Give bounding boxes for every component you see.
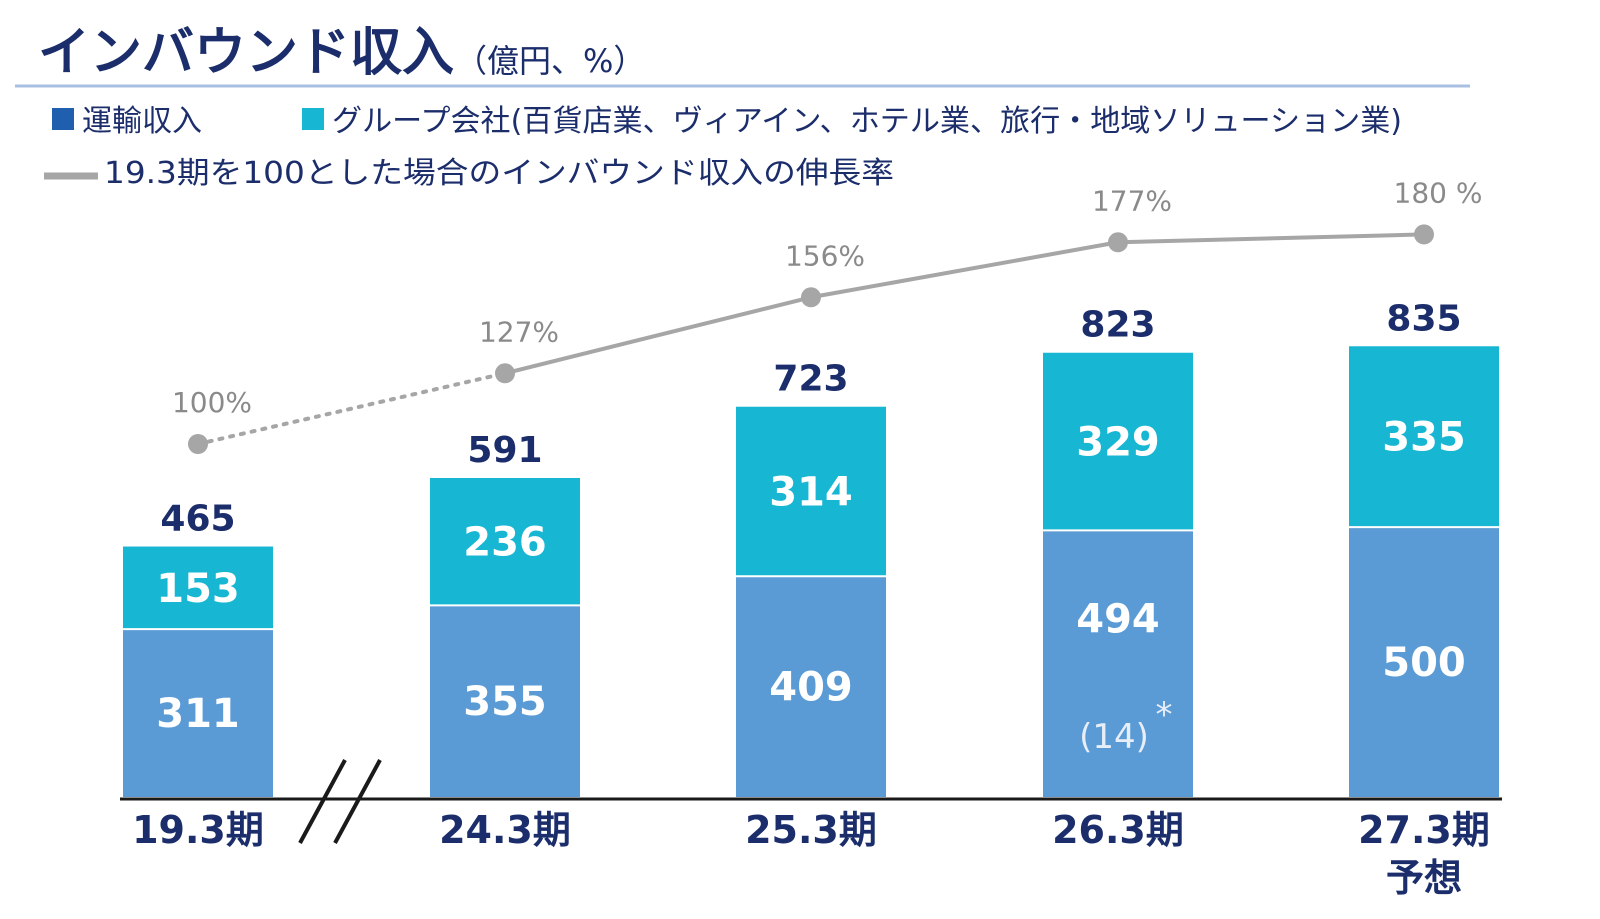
chart-title: インバウンド収入 [38,23,454,83]
data-label-group-0: 153 [156,566,240,612]
legend-swatch-group [302,108,324,130]
growth-label-3: 177% [1092,184,1172,217]
data-label-group-4: 335 [1382,415,1466,461]
bar-group-0 [123,546,273,630]
bar-transport-3 [1043,530,1193,797]
x-tick-label-4: 27.3期 [1358,808,1490,852]
bar-transport-1 [430,605,580,797]
legend-swatch-transport [52,108,74,130]
growth-label-2: 156% [785,239,865,272]
growth-line-segment-1 [504,295,812,376]
bar-group-3 [1043,352,1193,531]
data-label-group-3: 329 [1076,420,1160,466]
bar-layer [123,346,1499,797]
growth-label-0: 100% [172,386,252,419]
data-label-total-3: 823 [1080,305,1155,346]
bar-transport-2 [736,576,886,797]
data-label-transport-2: 409 [769,665,853,711]
growth-point-1 [495,363,515,384]
bar-transport-0 [123,629,273,797]
legend-label-transport: 運輸収入 [82,104,202,139]
bar-transport-4 [1349,527,1499,797]
axis-break-mark [333,759,382,844]
data-label-group-1: 236 [463,520,547,566]
label-layer: 311 153 465 19.3期 355 236 591 24.3期 409 314 723 25.… [132,176,1490,900]
growth-point-0 [188,434,208,454]
x-tick-label-1: 24.3期 [439,808,571,852]
legend-label-growth-line: 19.3期を100とした場合のインバウンド収入の伸長率 [104,156,894,191]
growth-line-layer [188,224,1434,454]
bar-group-2 [736,406,886,577]
growth-label-4: 180 % [1394,176,1483,209]
data-label-transport-3: 494 [1076,596,1160,642]
growth-point-3 [1108,232,1128,253]
x-tick-label-3: 26.3期 [1052,808,1184,852]
bar-group-4 [1349,346,1499,528]
growth-line-segment-0 [196,371,507,446]
data-label-total-4: 835 [1386,298,1461,339]
annotation-note: (14) [1079,717,1149,757]
growth-point-2 [801,287,821,308]
data-label-total-1: 591 [467,430,542,471]
growth-line-segment-2 [810,240,1119,300]
growth-line-segment-3 [1117,232,1425,245]
bar-group-1 [430,477,580,606]
legend-label-group: グループ会社(百貨店業、ヴィアイン、ホテル業、旅行・地域ソリューション業) [332,104,1402,139]
axis-break-mark [298,759,347,844]
data-label-group-2: 314 [769,469,853,515]
data-label-total-0: 465 [160,499,235,540]
data-label-total-2: 723 [773,359,848,400]
annotation-marker: * [1156,695,1173,735]
growth-label-1: 127% [479,315,559,348]
data-label-transport-0: 311 [156,691,240,737]
x-tick-label-2: 25.3期 [745,808,877,852]
data-label-transport-1: 355 [463,679,547,725]
chart-unit: （億円、%） [455,42,645,80]
growth-point-4 [1414,224,1434,245]
data-label-transport-4: 500 [1382,640,1466,686]
x-tick-label-4-1: 予想 [1386,856,1462,900]
x-tick-label-0: 19.3期 [132,808,264,852]
